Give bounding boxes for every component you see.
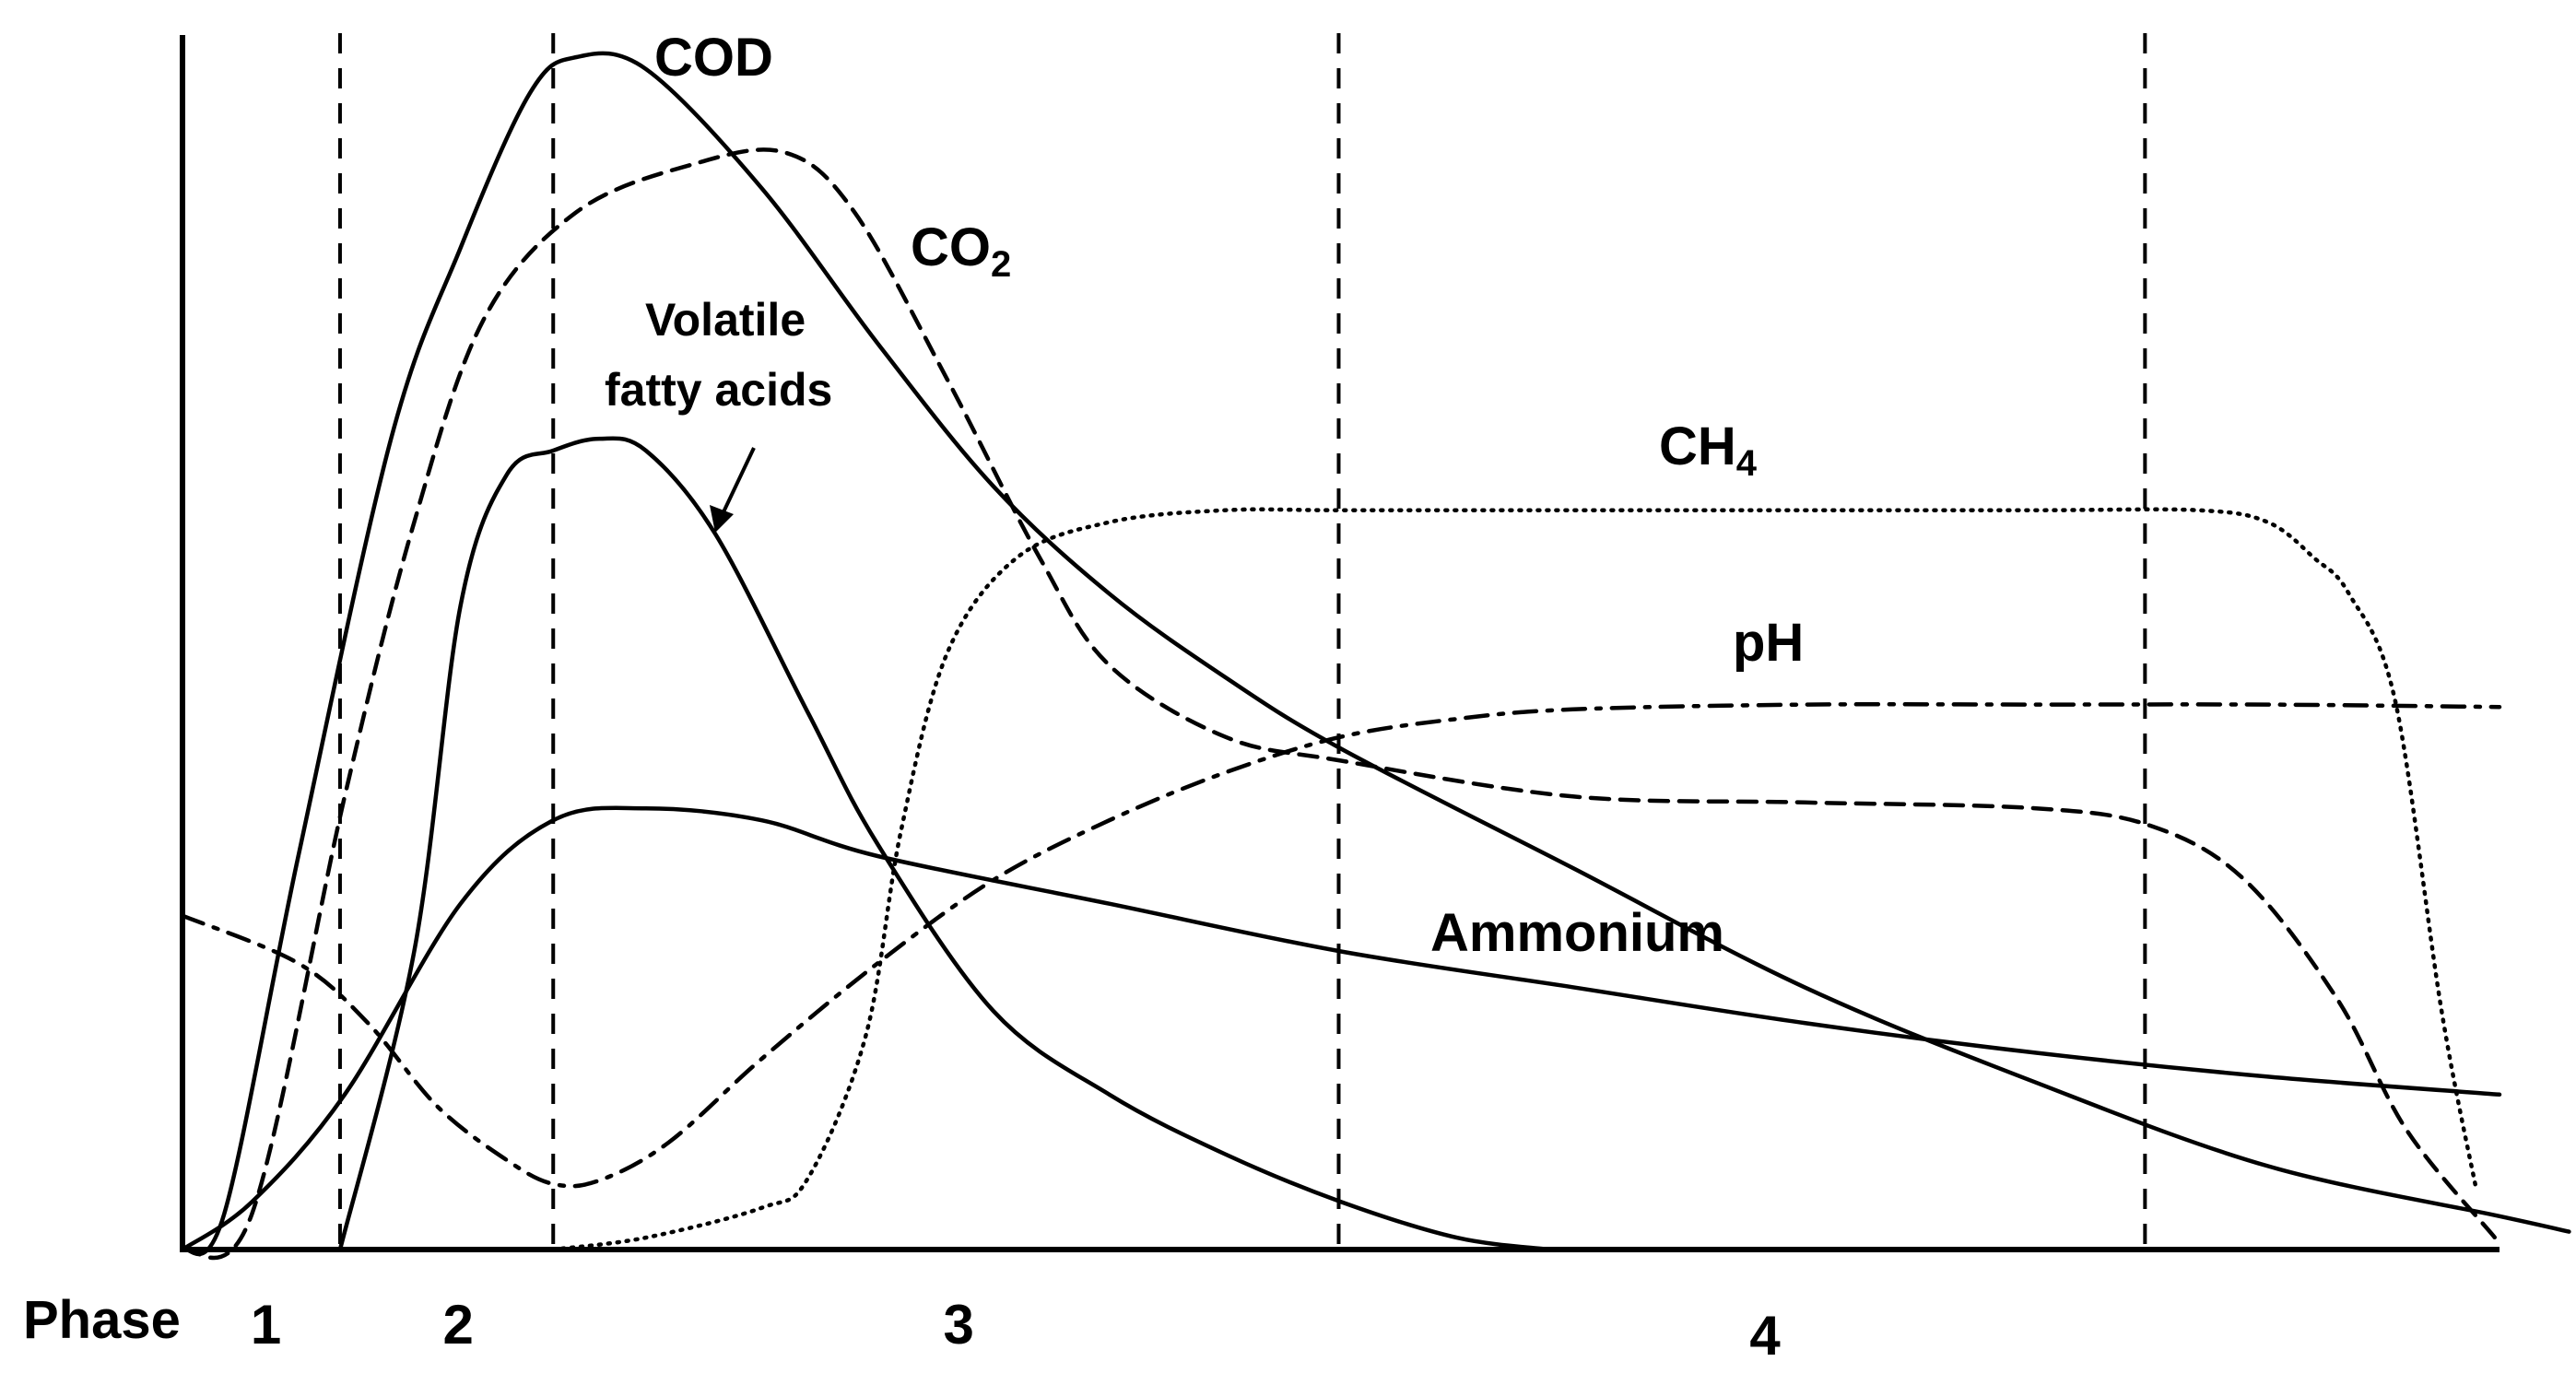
- phase-axis-labels: Phase 1 2 3 4: [23, 1290, 1781, 1367]
- ch4-label-subscript: 4: [1736, 443, 1758, 484]
- vfa-label-line-2: fatty acids: [605, 364, 832, 416]
- ph-label-text: pH: [1733, 613, 1804, 673]
- phase-boundaries: [337, 33, 2147, 1250]
- cod-label: COD: [654, 28, 773, 88]
- series-line-co2: [180, 147, 2498, 1261]
- vfa-arrow-head: [710, 505, 734, 533]
- cod-label-text: COD: [654, 28, 773, 88]
- series-line-ch4: [550, 507, 2479, 1252]
- co2-label-subscript: 2: [991, 244, 1011, 285]
- ch4-label: CH4: [1659, 417, 1758, 484]
- vfa-label-line-1: Volatile: [645, 294, 806, 346]
- ph-label: pH: [1733, 613, 1804, 673]
- series-curves: [180, 51, 2571, 1261]
- vfa-arrow-shaft: [719, 447, 756, 519]
- series-line-ph: [180, 701, 2502, 1189]
- ammonium-label-text: Ammonium: [1430, 903, 1724, 963]
- series-labels: COD CO2 Volatile fatty acids CH4 pH Ammo…: [605, 28, 1804, 963]
- phase-axis-title: Phase: [23, 1290, 181, 1350]
- phase-label-2: 2: [442, 1294, 473, 1356]
- co2-label: CO2: [911, 217, 1011, 285]
- ammonium-label: Ammonium: [1430, 903, 1724, 963]
- axes: [180, 35, 2500, 1252]
- vfa-pointer-arrow: [710, 447, 756, 533]
- series-line-cod: [180, 51, 2571, 1257]
- series-line-volatile-fatty-acids: [337, 436, 1552, 1252]
- series-line-ammonium: [180, 805, 2502, 1252]
- phase-label-4: 4: [1749, 1305, 1781, 1367]
- phase-label-3: 3: [944, 1294, 974, 1356]
- co2-label-text: CO: [911, 217, 991, 277]
- phase-label-1: 1: [251, 1294, 281, 1356]
- ch4-label-text: CH: [1659, 417, 1736, 476]
- vfa-label: Volatile fatty acids: [605, 294, 832, 416]
